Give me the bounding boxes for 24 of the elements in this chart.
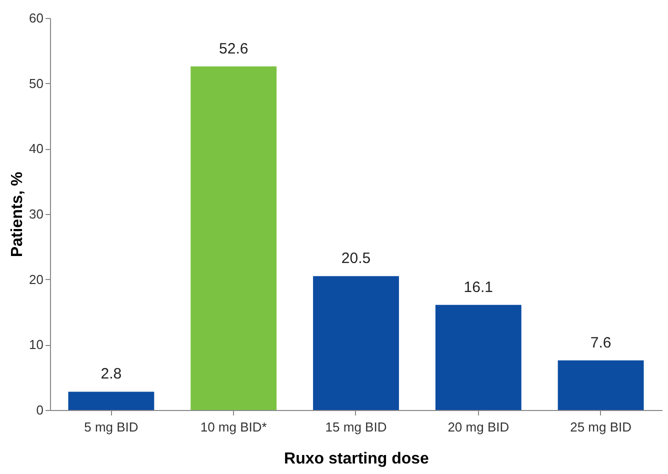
y-tick-label: 40 xyxy=(29,141,44,156)
y-axis-title: Patients, % xyxy=(9,172,26,258)
data-label: 16.1 xyxy=(464,278,493,296)
x-tick-label: 15 mg BID xyxy=(325,420,387,434)
data-label: 52.6 xyxy=(219,40,248,58)
bar xyxy=(558,360,644,410)
y-tick-label: 10 xyxy=(29,337,44,352)
data-label: 2.8 xyxy=(100,366,122,383)
bar xyxy=(190,66,277,410)
data-label: 7.6 xyxy=(590,334,612,352)
bar xyxy=(68,392,154,410)
y-tick-label: 50 xyxy=(29,76,44,91)
x-tick-label: 5 mg BID xyxy=(84,420,138,434)
bar xyxy=(435,304,522,410)
bar xyxy=(313,276,399,410)
y-tick-label: 60 xyxy=(29,10,44,26)
x-tick-label: 10 mg BID* xyxy=(200,420,267,434)
x-axis-title: Ruxo starting dose xyxy=(284,450,430,468)
y-tick-label: 20 xyxy=(29,272,44,287)
y-tick-label: 0 xyxy=(36,402,44,418)
x-tick-label: 25 mg BID xyxy=(570,420,632,434)
data-label: 20.5 xyxy=(341,250,371,268)
x-tick-label: 20 mg BID xyxy=(448,420,510,434)
y-tick-label: 30 xyxy=(29,206,44,222)
